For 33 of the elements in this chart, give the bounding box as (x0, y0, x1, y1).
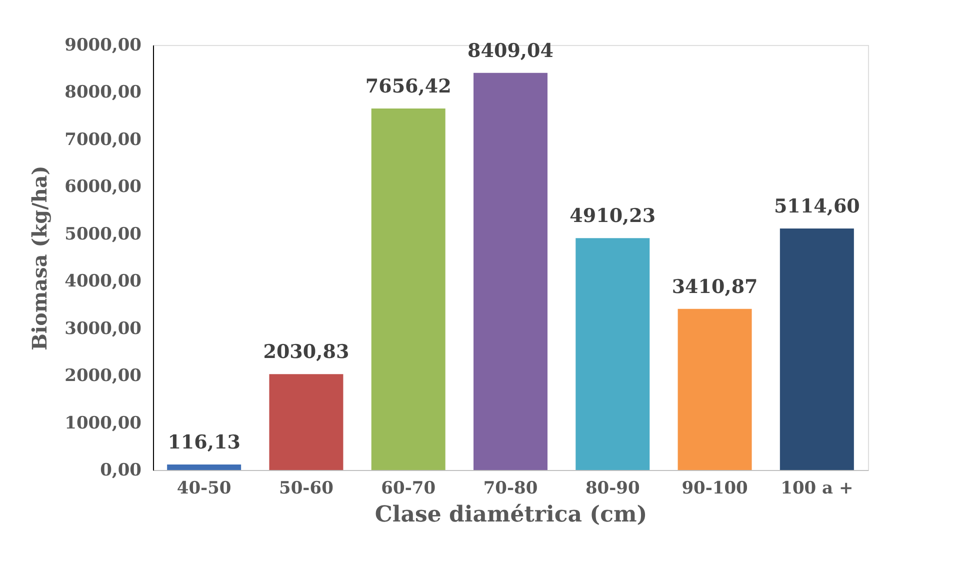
y-tick-label: 2000,00 (64, 366, 142, 386)
y-tick-label: 4000,00 (64, 272, 142, 292)
x-axis-title: Clase diamétrica (cm) (374, 502, 648, 528)
data-label: 8409,04 (468, 40, 554, 62)
y-tick-label: 7000,00 (64, 130, 142, 150)
data-label: 116,13 (168, 432, 240, 454)
data-label: 3410,87 (672, 276, 758, 298)
data-label: 7656,42 (365, 75, 452, 98)
y-tick-label: 3000,00 (64, 318, 142, 339)
y-tick-label: 5000,00 (64, 224, 142, 244)
x-tick-label: 40-50 (176, 478, 232, 498)
y-axis-title: Biomasa (kg/ha) (28, 166, 52, 350)
data-label: 4910,23 (570, 205, 656, 228)
data-label: 5114,60 (774, 195, 860, 218)
x-tick-label: 80-90 (585, 478, 640, 498)
y-tick-label: 6000,00 (64, 177, 142, 198)
x-tick-label: 100 a + (780, 478, 854, 498)
x-tick-label: 70-80 (483, 478, 538, 498)
bar (576, 238, 650, 470)
y-tick-label: 9000,00 (64, 36, 142, 56)
y-tick-label: 8000,00 (64, 82, 142, 103)
x-tick-label: 60-70 (381, 478, 436, 498)
x-tick-label: 90-100 (682, 478, 748, 498)
bar (269, 374, 344, 470)
bar (474, 72, 548, 470)
bar (678, 308, 752, 470)
data-label: 2030,83 (263, 341, 350, 364)
y-tick-label: 0,00 (100, 460, 142, 480)
bar (371, 108, 446, 470)
x-tick-label: 50-60 (279, 478, 334, 498)
bar (780, 228, 854, 470)
bar (167, 464, 242, 470)
y-tick-label: 1000,00 (64, 413, 142, 434)
